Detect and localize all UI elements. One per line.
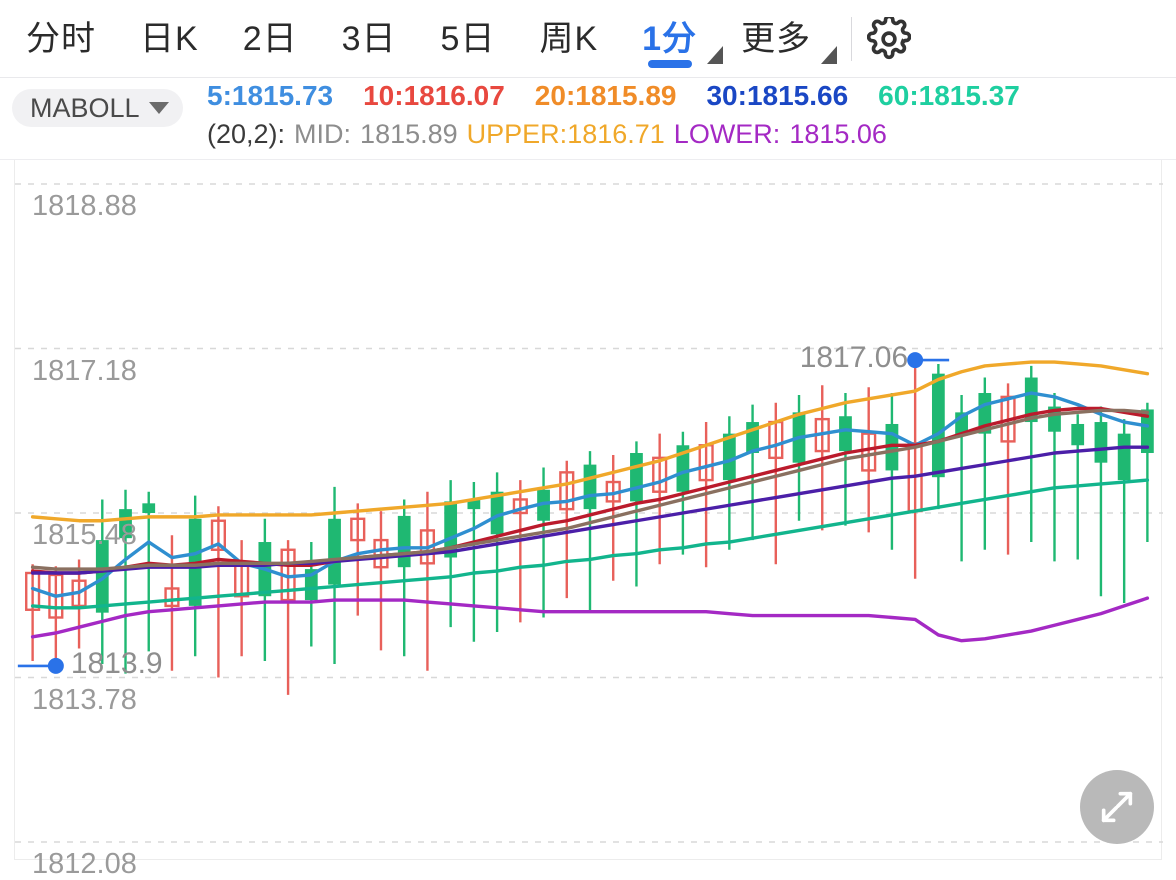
tab-5ri[interactable]: 5日 [419,0,518,78]
ma30-value: 30:1815.66 [706,80,849,111]
period-tab-bar: 分时 日K 2日 3日 5日 周K 1分 更多 [0,0,1176,78]
ma-values-row: 5:1815.73 10:1816.07 20:1815.89 30:1815.… [207,80,1020,112]
chevron-down-icon[interactable] [707,45,724,64]
candlestick-plot[interactable] [14,160,1163,860]
ma10-value: 10:1816.07 [363,80,505,111]
indicator-header: MABOLL 5:1815.73 10:1816.07 20:1815.89 3… [0,78,1176,160]
tab-label: 日K [140,19,199,58]
tab-fenshi[interactable]: 分时 [0,0,118,78]
toolbar-divider [851,16,853,61]
tab-1fen[interactable]: 1分 [620,0,724,78]
chevron-down-icon[interactable] [821,45,838,64]
boll-params: (20,2): [207,119,286,149]
tab-more[interactable]: 更多 [719,0,838,78]
gear-icon[interactable] [866,16,912,62]
boll-mid-label: MID: [294,119,352,149]
tab-label: 周K [539,19,599,58]
boll-lower-label: LOWER: [673,119,781,149]
ma20-value: 20:1815.89 [534,80,677,111]
tab-label: 1分 [642,19,698,58]
fullscreen-button[interactable] [1080,770,1154,844]
tab-label: 3日 [341,19,397,58]
boll-values-row: (20,2): MID: 1815.89 UPPER: 1816.71 LOWE… [207,119,896,150]
boll-lower-value: 1815.06 [789,119,887,149]
active-tab-underline [647,59,692,68]
tab-3ri[interactable]: 3日 [320,0,419,78]
chart-area[interactable]: 1818.88 1817.18 1815.48 1813.78 1812.08 … [0,160,1176,880]
boll-upper-label: UPPER: [466,119,568,149]
tab-zhouk[interactable]: 周K [517,0,620,78]
tab-2ri[interactable]: 2日 [221,0,320,78]
ma5-value: 5:1815.73 [207,80,334,111]
boll-mid-value: 1815.89 [360,119,458,149]
tab-label: 分时 [26,19,96,58]
chart-canvas [15,183,1163,843]
tab-label: 更多 [741,19,812,58]
indicator-selector-label: MABOLL [30,92,140,123]
ma60-value: 60:1815.37 [878,80,1020,111]
chevron-down-icon [148,102,169,114]
expand-icon [1101,791,1133,823]
tab-rik[interactable]: 日K [118,0,221,78]
indicator-selector[interactable]: MABOLL [12,89,183,127]
tab-label: 5日 [440,19,496,58]
tab-label: 2日 [242,19,298,58]
boll-upper-value: 1816.71 [567,119,665,149]
